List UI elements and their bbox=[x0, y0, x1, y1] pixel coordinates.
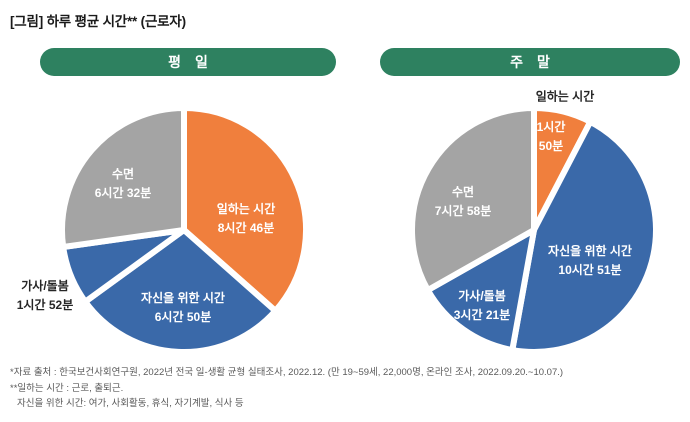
pie-slice-work-time bbox=[181, 105, 309, 314]
footnote-source: *자료 출처 : 한국보건사회연구원, 2022년 전국 일-생활 균형 실태조… bbox=[10, 367, 564, 378]
pie-label: 수면 6시간 32분 bbox=[94, 167, 152, 200]
weekend-header-pill: 주 말 bbox=[380, 48, 680, 76]
pie-label: 일하는 시간 bbox=[535, 89, 595, 104]
pie-slice-personal-time bbox=[509, 118, 659, 355]
pie-label: 수면 7시간 58분 bbox=[434, 185, 492, 218]
pie-label: 가사/돌봄 3시간 21분 bbox=[453, 289, 511, 322]
weekend-pie-chart bbox=[409, 105, 659, 355]
pie-slice-sleep bbox=[409, 105, 537, 294]
pie-label: 자신을 위한 시간 10시간 51분 bbox=[548, 244, 632, 277]
pie-slice-housework-care bbox=[424, 227, 537, 354]
pie-label: 1시간 50분 bbox=[536, 120, 566, 153]
footnote-work-definition: **일하는 시간 : 근로, 출퇴근. bbox=[10, 382, 124, 394]
figure-title: [그림] 하루 평균 시간** (근로자) bbox=[10, 14, 186, 29]
weekend-header-label: 주 말 bbox=[510, 54, 555, 70]
weekday-header-pill: 평 일 bbox=[40, 48, 336, 76]
pie-label: 가사/돌봄 1시간 52분 bbox=[16, 279, 74, 312]
pie-label: 일하는 시간 8시간 46분 bbox=[216, 202, 276, 235]
weekday-header-label: 평 일 bbox=[168, 54, 213, 70]
weekday-pie-chart bbox=[59, 105, 309, 355]
pie-slice-sleep bbox=[59, 105, 187, 250]
pie-slice-personal-time bbox=[82, 227, 279, 355]
pie-label: 자신을 위한 시간 6시간 50분 bbox=[141, 291, 225, 324]
footnote-personal-definition: 자신을 위한 시간: 여가, 사회활동, 휴식, 자기계발, 식사 등 bbox=[17, 398, 244, 409]
footnotes: *자료 출처 : 한국보건사회연구원, 2022년 전국 일-생활 균형 실태조… bbox=[10, 365, 563, 412]
